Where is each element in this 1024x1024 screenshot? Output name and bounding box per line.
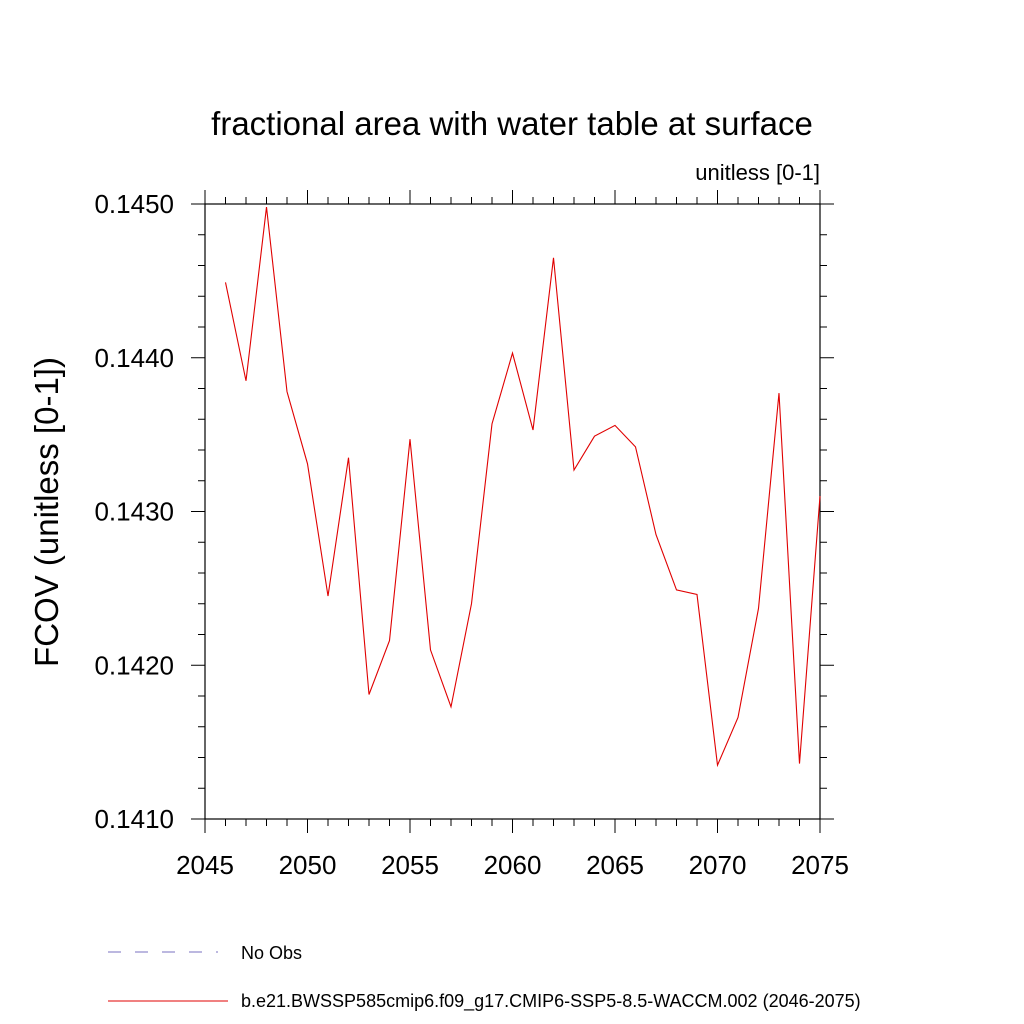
y-axis-label: FCOV (unitless [0-1]) xyxy=(28,357,65,667)
legend-label-model: b.e21.BWSSP585cmip6.f09_g17.CMIP6-SSP5-8… xyxy=(241,991,861,1012)
chart-title: fractional area with water table at surf… xyxy=(211,105,813,142)
series-layer xyxy=(224,207,821,768)
y-tick-label: 0.1410 xyxy=(94,804,174,834)
axis-ticks xyxy=(191,190,834,833)
series-line xyxy=(224,207,821,768)
x-tick-label: 2065 xyxy=(586,850,644,880)
plot-frame xyxy=(204,203,821,820)
x-tick-label: 2050 xyxy=(279,850,337,880)
y-tick-label: 0.1420 xyxy=(94,650,174,680)
y-tick-label: 0.1440 xyxy=(94,343,174,373)
legend: No Obs b.e21.BWSSP585cmip6.f09_g17.CMIP6… xyxy=(108,943,861,1012)
y-tick-labels: 0.1410 0.1420 0.1430 0.1440 0.1450 xyxy=(94,189,174,834)
x-tick-labels: 2045 2050 2055 2060 2065 2070 2075 xyxy=(176,850,849,880)
x-tick-label: 2070 xyxy=(689,850,747,880)
legend-label-no-obs: No Obs xyxy=(241,943,302,963)
chart-subtitle: unitless [0-1] xyxy=(695,160,820,185)
x-tick-label: 2060 xyxy=(484,850,542,880)
y-tick-label: 0.1450 xyxy=(94,189,174,219)
x-tick-label: 2055 xyxy=(381,850,439,880)
y-tick-label: 0.1430 xyxy=(94,497,174,527)
x-tick-label: 2075 xyxy=(791,850,849,880)
x-tick-label: 2045 xyxy=(176,850,234,880)
